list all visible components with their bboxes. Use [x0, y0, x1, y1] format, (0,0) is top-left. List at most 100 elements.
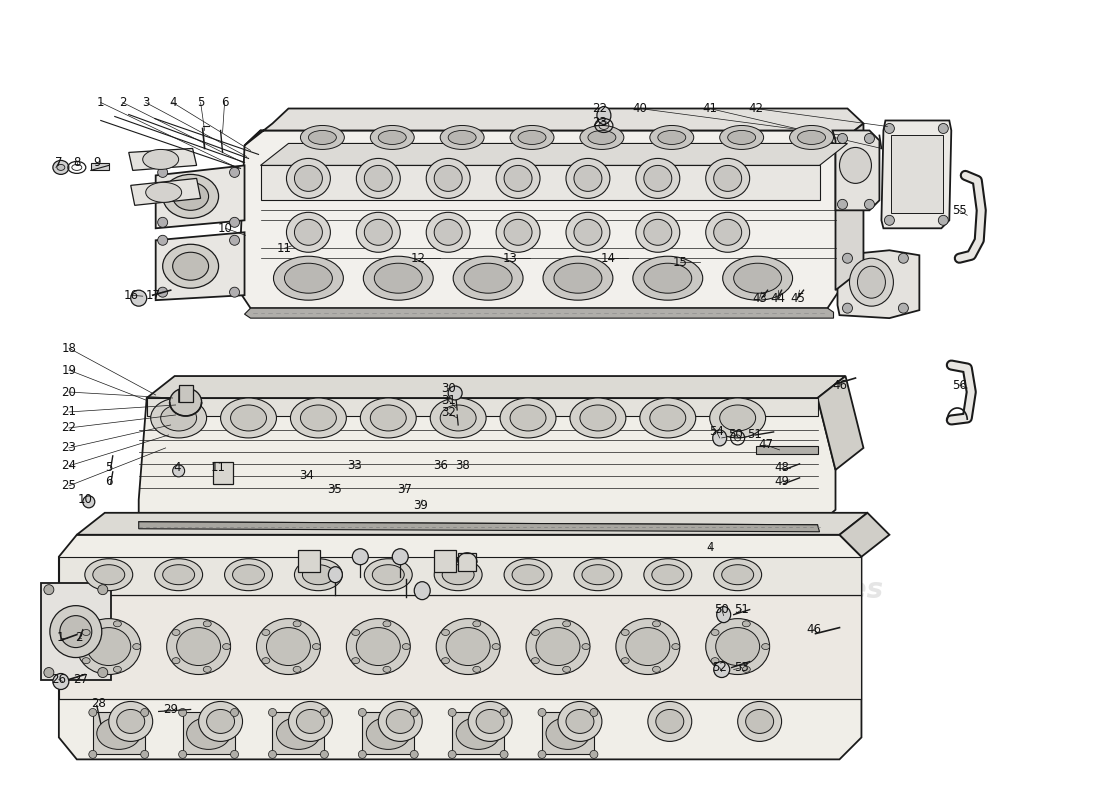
Polygon shape — [239, 130, 839, 308]
Ellipse shape — [329, 566, 342, 582]
Ellipse shape — [173, 465, 185, 477]
Ellipse shape — [393, 549, 408, 565]
Polygon shape — [839, 513, 890, 557]
Ellipse shape — [504, 219, 532, 246]
Ellipse shape — [426, 212, 470, 252]
Ellipse shape — [89, 709, 97, 717]
Ellipse shape — [231, 709, 239, 717]
Text: spares: spares — [381, 236, 495, 265]
Text: 10: 10 — [218, 222, 233, 234]
Ellipse shape — [714, 166, 741, 191]
Text: 50: 50 — [714, 603, 729, 616]
Text: 21: 21 — [62, 406, 76, 418]
Ellipse shape — [204, 666, 211, 672]
Text: 16: 16 — [123, 289, 139, 302]
Ellipse shape — [636, 212, 680, 252]
Text: 22: 22 — [593, 102, 607, 115]
Ellipse shape — [761, 643, 770, 650]
Ellipse shape — [308, 130, 337, 145]
Ellipse shape — [352, 658, 360, 664]
Ellipse shape — [293, 666, 301, 672]
Ellipse shape — [231, 750, 239, 758]
Ellipse shape — [320, 709, 329, 717]
Ellipse shape — [274, 256, 343, 300]
Ellipse shape — [476, 710, 504, 734]
Ellipse shape — [44, 667, 54, 678]
Text: 32: 32 — [441, 406, 455, 419]
Ellipse shape — [884, 123, 894, 134]
Bar — [178, 385, 192, 402]
Bar — [92, 713, 145, 754]
Ellipse shape — [82, 630, 90, 635]
Ellipse shape — [87, 628, 131, 666]
Ellipse shape — [163, 565, 195, 585]
Ellipse shape — [207, 710, 234, 734]
Text: 50: 50 — [728, 429, 744, 442]
Ellipse shape — [44, 585, 54, 594]
Text: 45: 45 — [790, 292, 805, 305]
Text: 25: 25 — [62, 479, 76, 492]
Ellipse shape — [648, 702, 692, 742]
Ellipse shape — [798, 130, 825, 145]
Ellipse shape — [434, 558, 482, 590]
Text: euro: euro — [180, 236, 258, 265]
Ellipse shape — [510, 126, 554, 150]
Ellipse shape — [738, 702, 782, 742]
Ellipse shape — [652, 565, 684, 585]
Ellipse shape — [187, 718, 231, 750]
Text: 4: 4 — [169, 96, 176, 109]
Ellipse shape — [500, 398, 556, 438]
Text: 1: 1 — [97, 96, 104, 109]
Ellipse shape — [410, 709, 418, 717]
Ellipse shape — [440, 126, 484, 150]
Ellipse shape — [574, 558, 622, 590]
Ellipse shape — [378, 130, 406, 145]
Ellipse shape — [57, 165, 65, 170]
Ellipse shape — [256, 618, 320, 674]
Ellipse shape — [98, 585, 108, 594]
Ellipse shape — [469, 702, 513, 742]
Text: 19: 19 — [62, 363, 76, 377]
Text: 5: 5 — [197, 96, 205, 109]
Ellipse shape — [231, 405, 266, 431]
Ellipse shape — [713, 430, 727, 446]
Text: 28: 28 — [91, 697, 107, 710]
Ellipse shape — [98, 667, 108, 678]
Ellipse shape — [302, 565, 334, 585]
Polygon shape — [139, 398, 836, 525]
Ellipse shape — [151, 398, 207, 438]
Ellipse shape — [538, 750, 546, 758]
Text: 54: 54 — [710, 426, 724, 438]
Ellipse shape — [364, 558, 412, 590]
Ellipse shape — [230, 287, 240, 297]
Ellipse shape — [504, 558, 552, 590]
Ellipse shape — [496, 212, 540, 252]
Text: 36: 36 — [432, 459, 448, 472]
Polygon shape — [156, 232, 244, 300]
Text: 29: 29 — [163, 703, 178, 716]
Ellipse shape — [82, 658, 90, 664]
Ellipse shape — [352, 630, 360, 635]
Text: 38: 38 — [454, 459, 470, 472]
Ellipse shape — [145, 182, 182, 202]
Ellipse shape — [582, 643, 590, 650]
Ellipse shape — [626, 628, 670, 666]
Ellipse shape — [543, 256, 613, 300]
Ellipse shape — [157, 218, 167, 227]
Bar — [183, 713, 234, 754]
Polygon shape — [146, 376, 846, 398]
Ellipse shape — [262, 630, 270, 635]
Ellipse shape — [652, 666, 660, 672]
Polygon shape — [146, 398, 817, 416]
Ellipse shape — [386, 710, 415, 734]
Ellipse shape — [173, 252, 209, 280]
Ellipse shape — [717, 606, 730, 622]
Ellipse shape — [538, 709, 546, 717]
Polygon shape — [261, 166, 820, 200]
Ellipse shape — [500, 709, 508, 717]
Ellipse shape — [441, 658, 450, 664]
Ellipse shape — [364, 166, 393, 191]
Polygon shape — [47, 590, 59, 674]
Ellipse shape — [621, 658, 629, 664]
Ellipse shape — [346, 618, 410, 674]
